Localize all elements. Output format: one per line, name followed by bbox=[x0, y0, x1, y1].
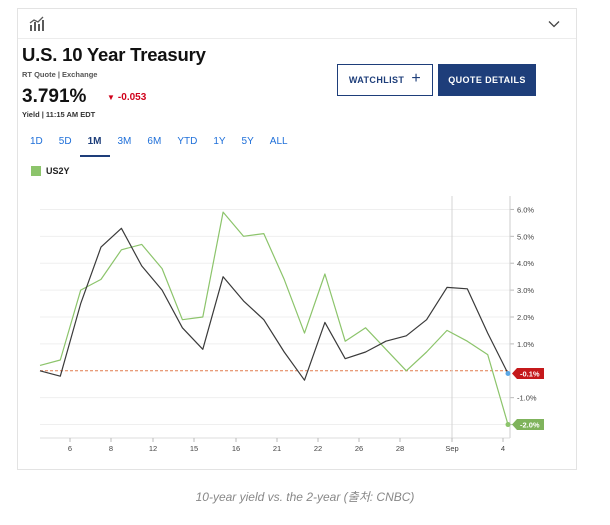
legend-swatch bbox=[31, 166, 41, 176]
tab-1y[interactable]: 1Y bbox=[213, 136, 226, 147]
legend-label: US2Y bbox=[46, 166, 70, 176]
us2y-end-tag bbox=[512, 419, 544, 431]
us10y-end-tag-label: -0.1% bbox=[520, 369, 540, 378]
tab-1d[interactable]: 1D bbox=[30, 136, 43, 147]
y-tick-label: 2.0% bbox=[517, 313, 534, 322]
x-tick-label: Sep bbox=[445, 444, 458, 453]
x-tick-label: 16 bbox=[232, 444, 240, 453]
x-tick-label: 28 bbox=[396, 444, 404, 453]
us10y-end-tag bbox=[512, 367, 544, 379]
card-header-bar bbox=[18, 9, 576, 39]
tab-6m[interactable]: 6M bbox=[147, 136, 162, 147]
chevron-down-icon[interactable] bbox=[548, 18, 560, 30]
tab-all[interactable]: ALL bbox=[269, 136, 288, 147]
y-tick-label: 3.0% bbox=[517, 286, 534, 295]
y-tick-label: -1.0% bbox=[517, 394, 537, 403]
y-tick-label: 5.0% bbox=[517, 232, 534, 241]
us10y-line bbox=[39, 227, 509, 381]
x-tick-label: 21 bbox=[273, 444, 281, 453]
x-tick-label: 15 bbox=[190, 444, 198, 453]
tab-ytd[interactable]: YTD bbox=[177, 136, 198, 147]
x-tick-label: 12 bbox=[149, 444, 157, 453]
yield-chart: 6.0% 5.0% 4.0% 3.0% 2.0% 1.0% -1.0% -2.0% 6 8 12 15… bbox=[39, 196, 544, 453]
us10y-end-marker bbox=[505, 370, 511, 376]
quote-details-button[interactable]: QUOTE DETAILS bbox=[438, 64, 536, 96]
chart-icon[interactable] bbox=[29, 16, 45, 32]
caption: 10-year yield vs. the 2-year (출처: CNBC) bbox=[195, 490, 415, 504]
price-change-value: -0.053 bbox=[117, 92, 147, 103]
tab-5y[interactable]: 5Y bbox=[241, 136, 254, 147]
quote-source: RT Quote | Exchange bbox=[22, 70, 98, 79]
x-tick-label: 26 bbox=[355, 444, 363, 453]
down-arrow-icon: ▼ bbox=[107, 93, 115, 102]
current-price: 3.791% bbox=[22, 86, 87, 107]
chart-legend: US2Y bbox=[31, 166, 70, 176]
yield-time: Yield | 11:15 AM EDT bbox=[22, 110, 96, 119]
tab-3m[interactable]: 3M bbox=[117, 136, 132, 147]
us2y-line bbox=[39, 211, 509, 425]
x-tick-label: 22 bbox=[314, 444, 322, 453]
watchlist-label: WATCHLIST bbox=[348, 75, 405, 85]
us2y-end-marker bbox=[505, 422, 511, 428]
page-title: U.S. 10 Year Treasury bbox=[22, 44, 206, 65]
x-tick-label: 6 bbox=[68, 444, 72, 453]
time-range-tabs: 1D 5D 1M 3M 6M YTD 1Y 5Y ALL bbox=[22, 135, 296, 157]
watchlist-button[interactable]: WATCHLIST + bbox=[337, 64, 433, 96]
y-tick-label: 4.0% bbox=[517, 259, 534, 268]
x-tick-label: 4 bbox=[501, 444, 505, 453]
y-tick-label: 1.0% bbox=[517, 340, 534, 349]
tab-5d[interactable]: 5D bbox=[58, 136, 72, 147]
x-tick-label: 8 bbox=[109, 444, 113, 453]
us2y-end-tag-label: -2.0% bbox=[520, 421, 540, 430]
plus-icon: + bbox=[411, 70, 422, 87]
quote-details-label: QUOTE DETAILS bbox=[448, 75, 526, 85]
tab-1m[interactable]: 1M bbox=[79, 135, 110, 157]
price-change: ▼ -0.053 bbox=[107, 92, 146, 103]
y-tick-label: 6.0% bbox=[517, 205, 534, 214]
